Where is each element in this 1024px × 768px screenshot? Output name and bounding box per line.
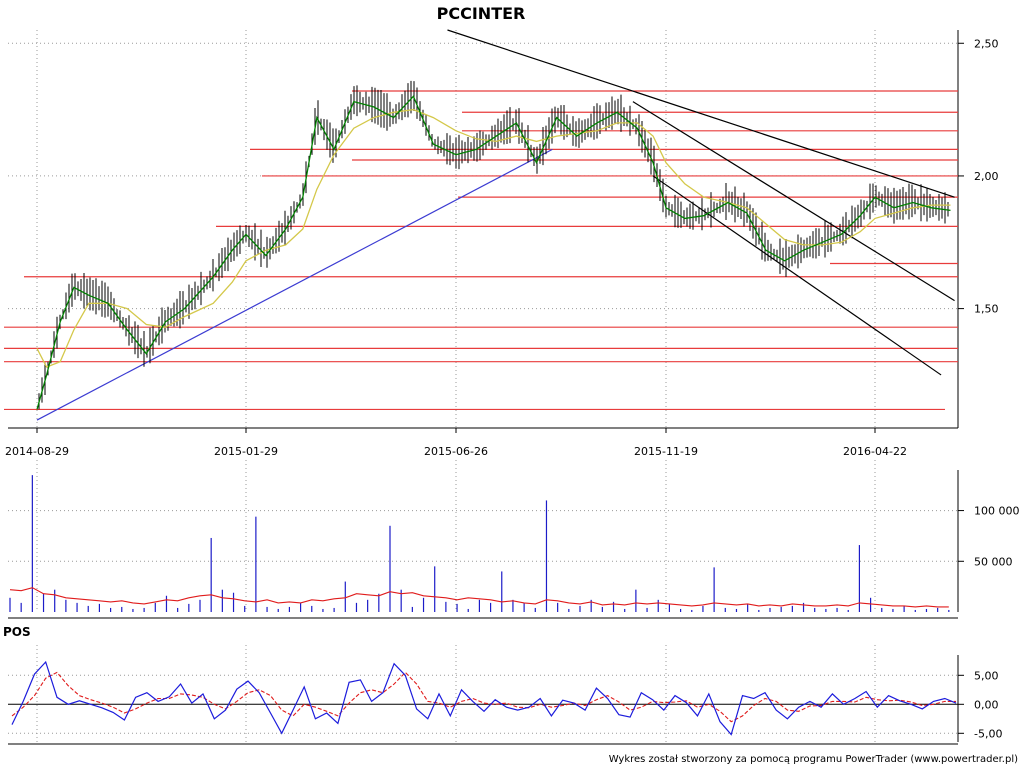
y-tick-label: 0,00 bbox=[974, 698, 999, 711]
pos-panel: POS 5,00 0,00 -5,00 bbox=[3, 625, 1002, 745]
y-tick-label: 2,00 bbox=[974, 170, 999, 183]
footer-credit: Wykres został stworzony za pomocą progra… bbox=[609, 754, 1018, 765]
volume-avg-line bbox=[9, 587, 949, 608]
chart-title: PCCINTER bbox=[437, 4, 526, 23]
y-tick-label: 50 000 bbox=[974, 555, 1013, 568]
price-panel: 2014-08-29 2015-01-29 2015-06-26 2015-11-19… bbox=[4, 29, 999, 458]
pos-line bbox=[11, 660, 957, 736]
pos-panel-title: POS bbox=[3, 625, 31, 639]
downtrend-line bbox=[447, 29, 955, 198]
x-tick-label: 2014-08-29 bbox=[5, 445, 69, 458]
y-tick-label: 2,50 bbox=[974, 37, 999, 50]
x-tick-label: 2015-01-29 bbox=[214, 445, 278, 458]
y-tick-label: -5,00 bbox=[974, 727, 1002, 740]
pos-signal-line bbox=[11, 671, 956, 723]
downtrend-line bbox=[632, 101, 955, 302]
volume-panel: 100 000 50 000 bbox=[8, 460, 1020, 619]
uptrend-line bbox=[36, 148, 553, 421]
y-tick-label: 100 000 bbox=[974, 505, 1020, 518]
x-tick-label: 2015-06-26 bbox=[424, 445, 488, 458]
price-bars bbox=[38, 80, 949, 410]
y-tick-label: 1,50 bbox=[974, 303, 999, 316]
ma-short-line bbox=[36, 95, 951, 410]
x-tick-label: 2015-11-19 bbox=[634, 445, 698, 458]
downtrend-line bbox=[652, 175, 942, 376]
y-tick-label: 5,00 bbox=[974, 669, 999, 682]
x-tick-label: 2016-04-22 bbox=[843, 445, 907, 458]
ma-long-line bbox=[36, 108, 951, 368]
